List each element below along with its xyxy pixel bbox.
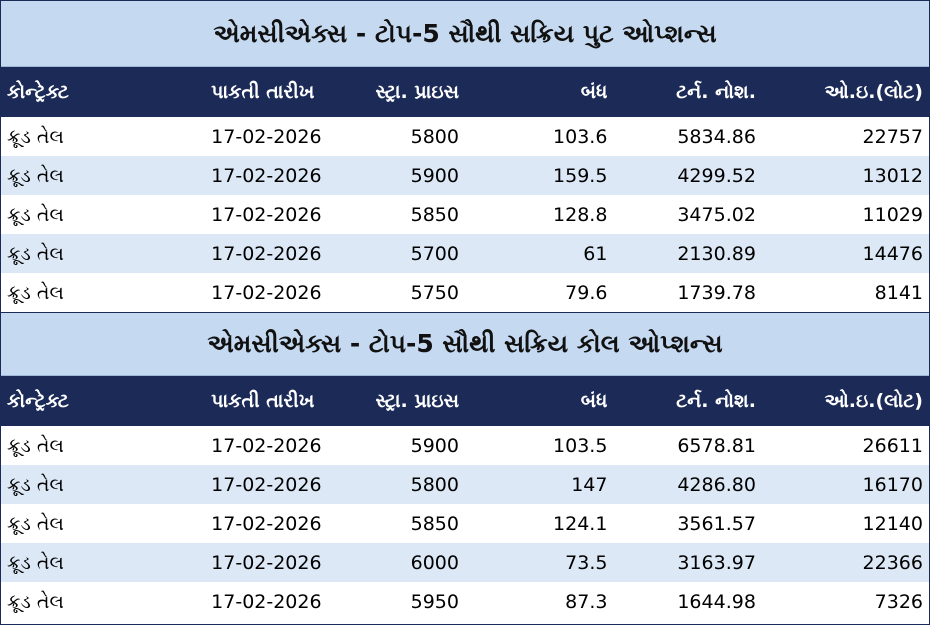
cell-open-interest: 7326 [761,582,929,621]
cell-expiry-date: 17-02-2026 [205,465,354,504]
cell-strike-price: 5700 [353,234,465,273]
cell-strike-price: 5900 [353,426,465,465]
cell-turnover-notional: 3475.02 [613,195,762,234]
cell-expiry-date: 17-02-2026 [205,426,354,465]
cell-turnover-notional: 2130.89 [613,234,762,273]
cell-strike-price: 5950 [353,582,465,621]
header-strike-price: સ્ટ્રા. પ્રાઇસ [353,67,465,117]
cell-strike-price: 5800 [353,117,465,156]
cell-open-interest: 11029 [761,195,929,234]
header-expiry-date: પાકતી તારીખ [205,376,354,426]
cell-contract: ક્રૂડ તેલ [1,156,206,195]
cell-turnover-notional: 6578.81 [613,426,762,465]
cell-contract: ક્રૂડ તેલ [1,465,206,504]
header-close: બંધ [464,376,614,426]
cell-expiry-date: 17-02-2026 [205,273,354,312]
cell-contract: ક્રૂડ તેલ [1,273,206,312]
cell-open-interest: 22757 [761,117,929,156]
header-open-interest: ઓ.ઇ.(લોટ) [761,67,929,117]
cell-open-interest: 26611 [761,426,929,465]
put-section-title: એમસીએક્સ - ટોપ-5 સૌથી સક્રિય પુટ ઓપ્શન્સ [1,1,929,67]
cell-open-interest: 12140 [761,504,929,543]
cell-contract: ક્રૂડ તેલ [1,543,206,582]
table-row: ક્રૂડ તેલ 17-02-2026 5800 147 4286.80 16… [1,465,929,504]
table-row: ક્રૂડ તેલ 17-02-2026 6000 73.5 3163.97 2… [1,543,929,582]
table-row: ક્રૂડ તેલ 17-02-2026 5700 61 2130.89 144… [1,234,929,273]
cell-strike-price: 6000 [353,543,465,582]
cell-expiry-date: 17-02-2026 [205,234,354,273]
cell-strike-price: 5900 [353,156,465,195]
header-expiry-date: પાકતી તારીખ [205,67,354,117]
table-row: ક્રૂડ તેલ 17-02-2026 5850 124.1 3561.57 … [1,504,929,543]
call-section-title: એમસીએક્સ - ટોપ-5 સૌથી સક્રિય કોલ ઓપ્શન્સ [1,312,929,376]
table-row: ક્રૂડ તેલ 17-02-2026 5750 79.6 1739.78 8… [1,273,929,312]
cell-close: 61 [464,234,614,273]
cell-expiry-date: 17-02-2026 [205,156,354,195]
cell-contract: ક્રૂડ તેલ [1,117,206,156]
cell-turnover-notional: 3561.57 [613,504,762,543]
cell-close: 103.6 [464,117,614,156]
cell-strike-price: 5750 [353,273,465,312]
header-contract: કોન્ટ્રેક્ટ [1,376,206,426]
cell-close: 103.5 [464,426,614,465]
cell-turnover-notional: 4286.80 [613,465,762,504]
cell-contract: ક્રૂડ તેલ [1,234,206,273]
cell-strike-price: 5800 [353,465,465,504]
table-row: ક્રૂડ તેલ 17-02-2026 5900 103.5 6578.81 … [1,426,929,465]
cell-expiry-date: 17-02-2026 [205,543,354,582]
cell-contract: ક્રૂડ તેલ [1,195,206,234]
cell-close: 128.8 [464,195,614,234]
cell-close: 124.1 [464,504,614,543]
cell-close: 147 [464,465,614,504]
cell-strike-price: 5850 [353,195,465,234]
cell-strike-price: 5850 [353,504,465,543]
cell-turnover-notional: 1739.78 [613,273,762,312]
header-strike-price: સ્ટ્રા. પ્રાઇસ [353,376,465,426]
header-turnover-notional: ટર્ન. નોશ. [613,67,762,117]
cell-turnover-notional: 5834.86 [613,117,762,156]
table-row: ક્રૂડ તેલ 17-02-2026 5950 87.3 1644.98 7… [1,582,929,621]
cell-expiry-date: 17-02-2026 [205,195,354,234]
cell-open-interest: 8141 [761,273,929,312]
table-header-row: કોન્ટ્રેક્ટ પાકતી તારીખ સ્ટ્રા. પ્રાઇસ બ… [1,376,929,426]
cell-open-interest: 14476 [761,234,929,273]
cell-close: 159.5 [464,156,614,195]
call-options-table: કોન્ટ્રેક્ટ પાકતી તારીખ સ્ટ્રા. પ્રાઇસ બ… [1,376,929,621]
cell-expiry-date: 17-02-2026 [205,582,354,621]
cell-turnover-notional: 1644.98 [613,582,762,621]
table-row: ક્રૂડ તેલ 17-02-2026 5800 103.6 5834.86 … [1,117,929,156]
header-open-interest: ઓ.ઇ.(લોટ) [761,376,929,426]
put-options-table: કોન્ટ્રેક્ટ પાકતી તારીખ સ્ટ્રા. પ્રાઇસ બ… [1,67,929,312]
table-header-row: કોન્ટ્રેક્ટ પાકતી તારીખ સ્ટ્રા. પ્રાઇસ બ… [1,67,929,117]
cell-close: 79.6 [464,273,614,312]
header-contract: કોન્ટ્રેક્ટ [1,67,206,117]
cell-contract: ક્રૂડ તેલ [1,504,206,543]
put-options-section: એમસીએક્સ - ટોપ-5 સૌથી સક્રિય પુટ ઓપ્શન્સ… [1,1,929,312]
cell-open-interest: 16170 [761,465,929,504]
cell-turnover-notional: 3163.97 [613,543,762,582]
cell-contract: ક્રૂડ તેલ [1,582,206,621]
cell-expiry-date: 17-02-2026 [205,117,354,156]
header-close: બંધ [464,67,614,117]
cell-close: 87.3 [464,582,614,621]
cell-close: 73.5 [464,543,614,582]
table-row: ક્રૂડ તેલ 17-02-2026 5900 159.5 4299.52 … [1,156,929,195]
cell-turnover-notional: 4299.52 [613,156,762,195]
cell-open-interest: 22366 [761,543,929,582]
call-options-section: એમસીએક્સ - ટોપ-5 સૌથી સક્રિય કોલ ઓપ્શન્સ… [1,312,929,621]
header-turnover-notional: ટર્ન. નોશ. [613,376,762,426]
cell-contract: ક્રૂડ તેલ [1,426,206,465]
cell-expiry-date: 17-02-2026 [205,504,354,543]
cell-open-interest: 13012 [761,156,929,195]
table-row: ક્રૂડ તેલ 17-02-2026 5850 128.8 3475.02 … [1,195,929,234]
